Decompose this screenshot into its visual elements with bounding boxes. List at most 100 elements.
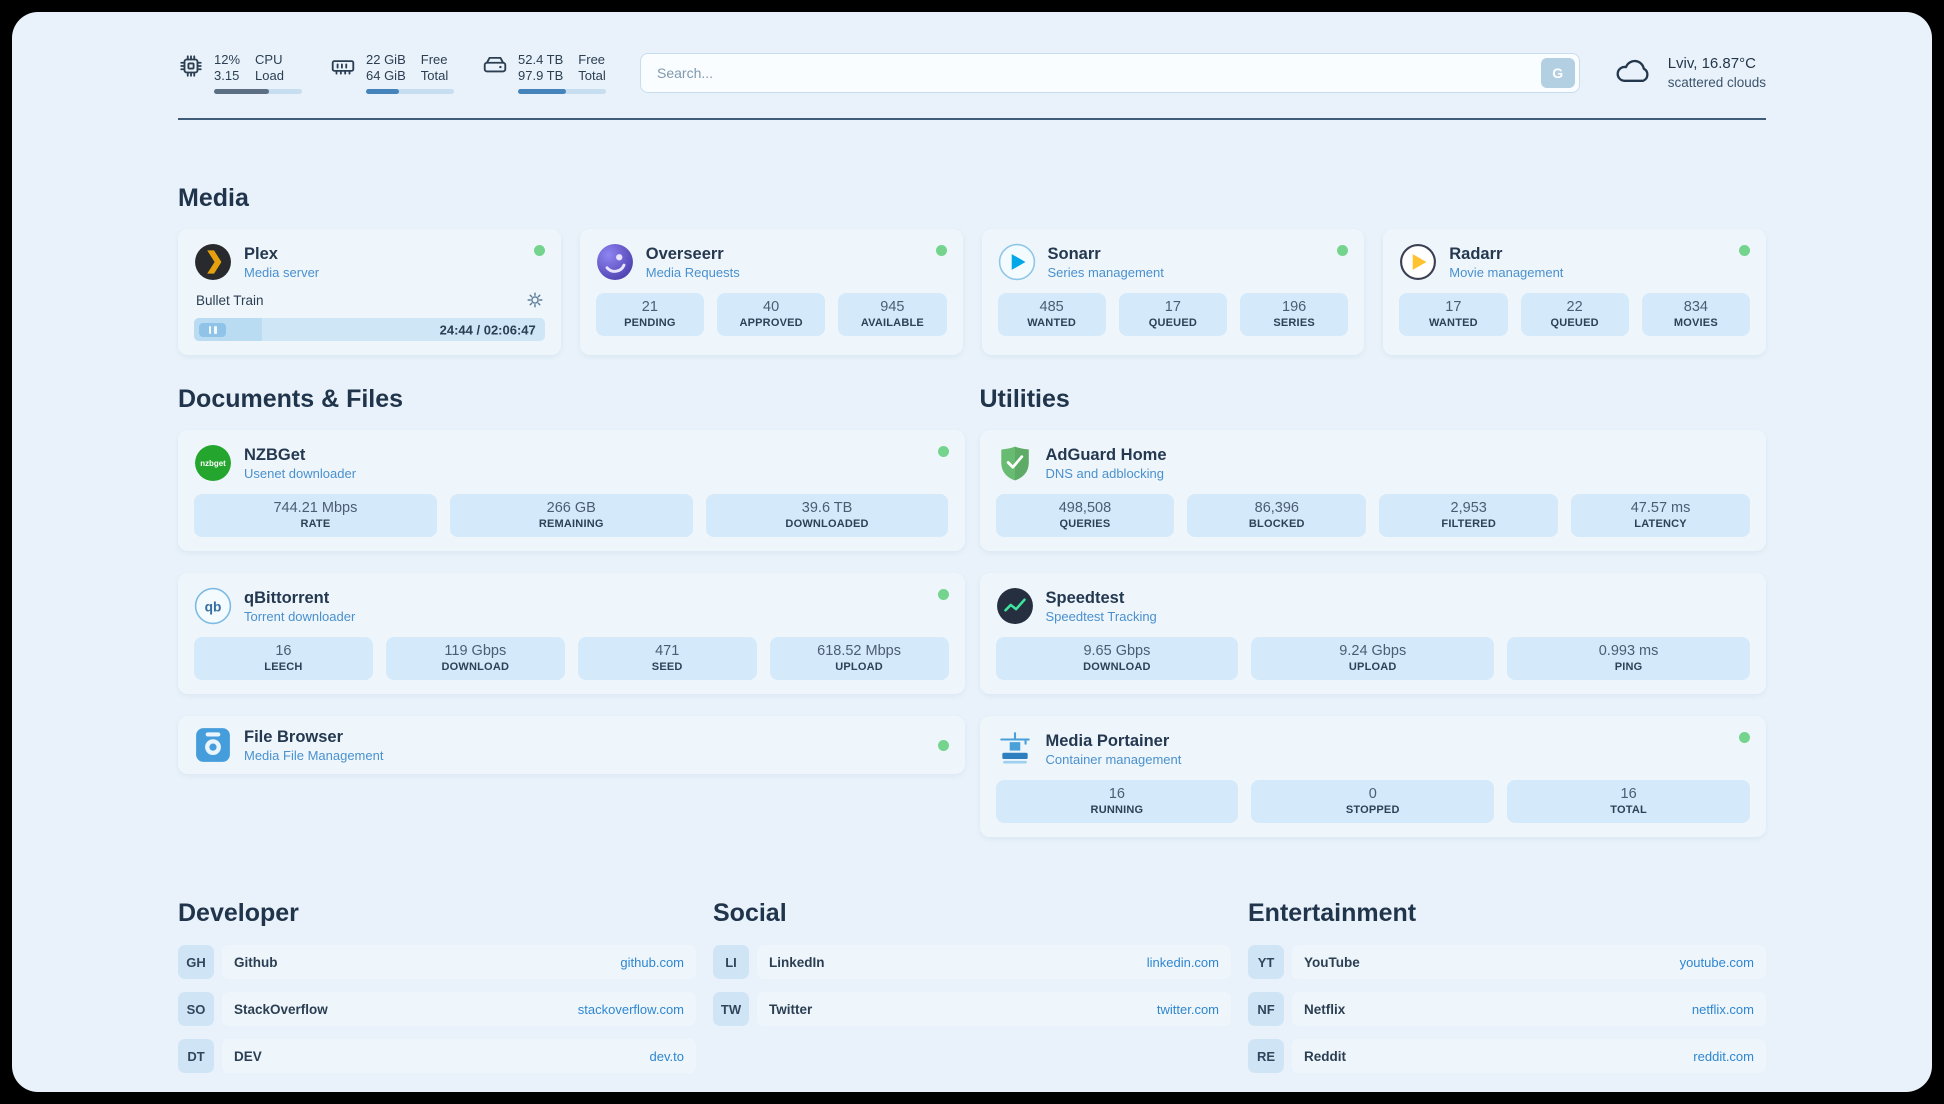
stat-value: 16 [1108,786,1125,802]
stat-label: LEECH [264,661,303,673]
stat-value: 86,396 [1254,500,1299,516]
bookmark-name: YouTube [1304,954,1360,970]
disk-usage-bar [518,89,606,94]
overseerr-app-card[interactable]: Overseerr Media Requests 21 PENDING 40 A… [579,229,963,355]
stat-running: 16 RUNNING [995,780,1239,823]
stat-label: STOPPED [1345,804,1400,816]
weather-widget: Lviv, 16.87°C scattered clouds [1614,54,1766,92]
stat-label: WANTED [1027,317,1077,329]
documents-files-section: Documents & Files nzbget NZBGet [178,385,965,774]
stat-label: TOTAL [1610,804,1647,816]
stat-label: MOVIES [1673,317,1718,329]
stat-ping: 0.993 ms PING [1507,637,1750,680]
stat-label: APPROVED [739,317,803,329]
playback-time: 24:44 / 02:06:47 [439,322,536,337]
stat-label: LATENCY [1634,518,1687,530]
stat-queued: 22 QUEUED [1520,293,1629,336]
qbittorrent-app-card[interactable]: qb qBittorrent Torrent downloader 16 LEE… [178,573,965,694]
disk-free-value: 52.4 TB [518,52,564,67]
bookmark-reddit[interactable]: RE Reddit reddit.com [1248,1039,1766,1073]
cloud-icon [1614,56,1656,91]
speedtest-app-card[interactable]: Speedtest Speedtest Tracking 9.65 Gbps D… [979,573,1766,694]
stat-latency: 47.57 ms LATENCY [1571,494,1750,537]
stat-label: UPLOAD [1348,661,1397,673]
bookmark-badge: LI [713,945,749,979]
sonarr-app-card[interactable]: Sonarr Series management 485 WANTED 17 Q… [981,229,1365,355]
stat-label: DOWNLOAD [1083,661,1151,673]
playback-progress-bar[interactable]: 24:44 / 02:06:47 [194,318,545,341]
stat-queued: 17 QUEUED [1118,293,1227,336]
stat-leech: 16 LEECH [194,637,373,680]
now-playing-title: Bullet Train [196,292,264,308]
stat-label: DOWNLOAD [441,661,510,673]
radarr-app-card[interactable]: Radarr Movie management 17 WANTED 22 QUE… [1383,229,1766,355]
bookmark-stackoverflow[interactable]: SO StackOverflow stackoverflow.com [178,992,696,1026]
bookmark-name: DEV [234,1048,262,1064]
stat-remaining: 266 GB REMAINING [449,494,693,537]
status-online-dot [1739,732,1750,743]
bookmark-badge: DT [178,1039,214,1073]
cpu-load-label: Load [255,68,284,83]
app-subtitle: Series management [1047,264,1164,280]
stat-label: BLOCKED [1248,518,1305,530]
ram-widget: 22 GiB 64 GiB Free Total [330,52,454,94]
stat-label: UPLOAD [835,661,883,673]
system-widgets: 12% 3.15 CPU Load [178,52,606,94]
bookmark-dev[interactable]: DT DEV dev.to [178,1039,696,1073]
bookmark-linkedin[interactable]: LI LinkedIn linkedin.com [713,945,1231,979]
cpu-load-average: 3.15 [214,68,240,83]
stat-download: 9.65 Gbps DOWNLOAD [995,637,1239,680]
adguard-app-card[interactable]: AdGuard Home DNS and adblocking 498,508 … [979,430,1766,551]
stat-label: PENDING [624,317,676,329]
app-subtitle: Torrent downloader [244,608,356,624]
nzbget-icon: nzbget [194,444,232,482]
stat-upload: 9.24 Gbps UPLOAD [1251,637,1495,680]
weather-condition: scattered clouds [1667,75,1766,90]
stat-value: 16 [1620,786,1637,802]
stat-pending: 21 PENDING [595,293,704,336]
developer-bookmarks: Developer GH Github github.com SO StackO… [178,899,696,1073]
plex-app-card[interactable]: Plex Media server Bullet Train [178,229,561,355]
stat-wanted: 485 WANTED [997,293,1106,336]
cpu-icon [178,53,204,84]
bookmark-url: stackoverflow.com [577,1001,684,1017]
stat-value: 17 [1164,299,1181,315]
portainer-app-card[interactable]: Media Portainer Container management 16 … [979,716,1766,837]
stat-label: WANTED [1428,317,1478,329]
bookmark-netflix[interactable]: NF Netflix netflix.com [1248,992,1766,1026]
bookmark-youtube[interactable]: YT YouTube youtube.com [1248,945,1766,979]
svg-text:nzbget: nzbget [200,459,226,468]
search-engine-button[interactable]: G [1540,58,1575,88]
bookmark-url: dev.to [649,1048,684,1064]
stat-label: FILTERED [1441,518,1496,530]
topbar: 12% 3.15 CPU Load [178,52,1766,94]
utilities-section: Utilities AdGuard Home [979,385,1766,837]
bookmark-twitter[interactable]: TW Twitter twitter.com [713,992,1231,1026]
stat-filtered: 2,953 FILTERED [1379,494,1559,537]
bookmark-github[interactable]: GH Github github.com [178,945,696,979]
filebrowser-app-card[interactable]: File Browser Media File Management [178,716,965,774]
search-input[interactable] [640,53,1580,93]
stat-label: SEED [651,661,683,673]
app-subtitle: Movie management [1449,264,1564,280]
stat-value: 266 GB [546,500,596,516]
pause-button[interactable] [199,322,226,337]
app-name: AdGuard Home [1045,445,1167,464]
nzbget-app-card[interactable]: nzbget NZBGet Usenet downloader 744.21 M… [178,430,965,551]
settings-gear-icon[interactable] [527,292,543,308]
disk-icon [482,53,508,84]
bookmark-name: Netflix [1304,1001,1346,1017]
bookmark-name: StackOverflow [234,1001,328,1017]
stat-label: SERIES [1273,317,1315,329]
stat-value: 2,953 [1450,500,1487,516]
disk-free-label: Free [578,52,606,67]
section-title-utilities: Utilities [979,385,1070,413]
stat-label: RATE [300,518,331,530]
stat-blocked: 86,396 BLOCKED [1187,494,1367,537]
bookmark-url: youtube.com [1679,954,1754,970]
bookmark-badge: TW [713,992,749,1026]
app-name: File Browser [244,727,344,746]
status-online-dot [1337,245,1349,256]
stat-available: 945 AVAILABLE [838,293,947,336]
app-name: Speedtest [1045,588,1125,607]
